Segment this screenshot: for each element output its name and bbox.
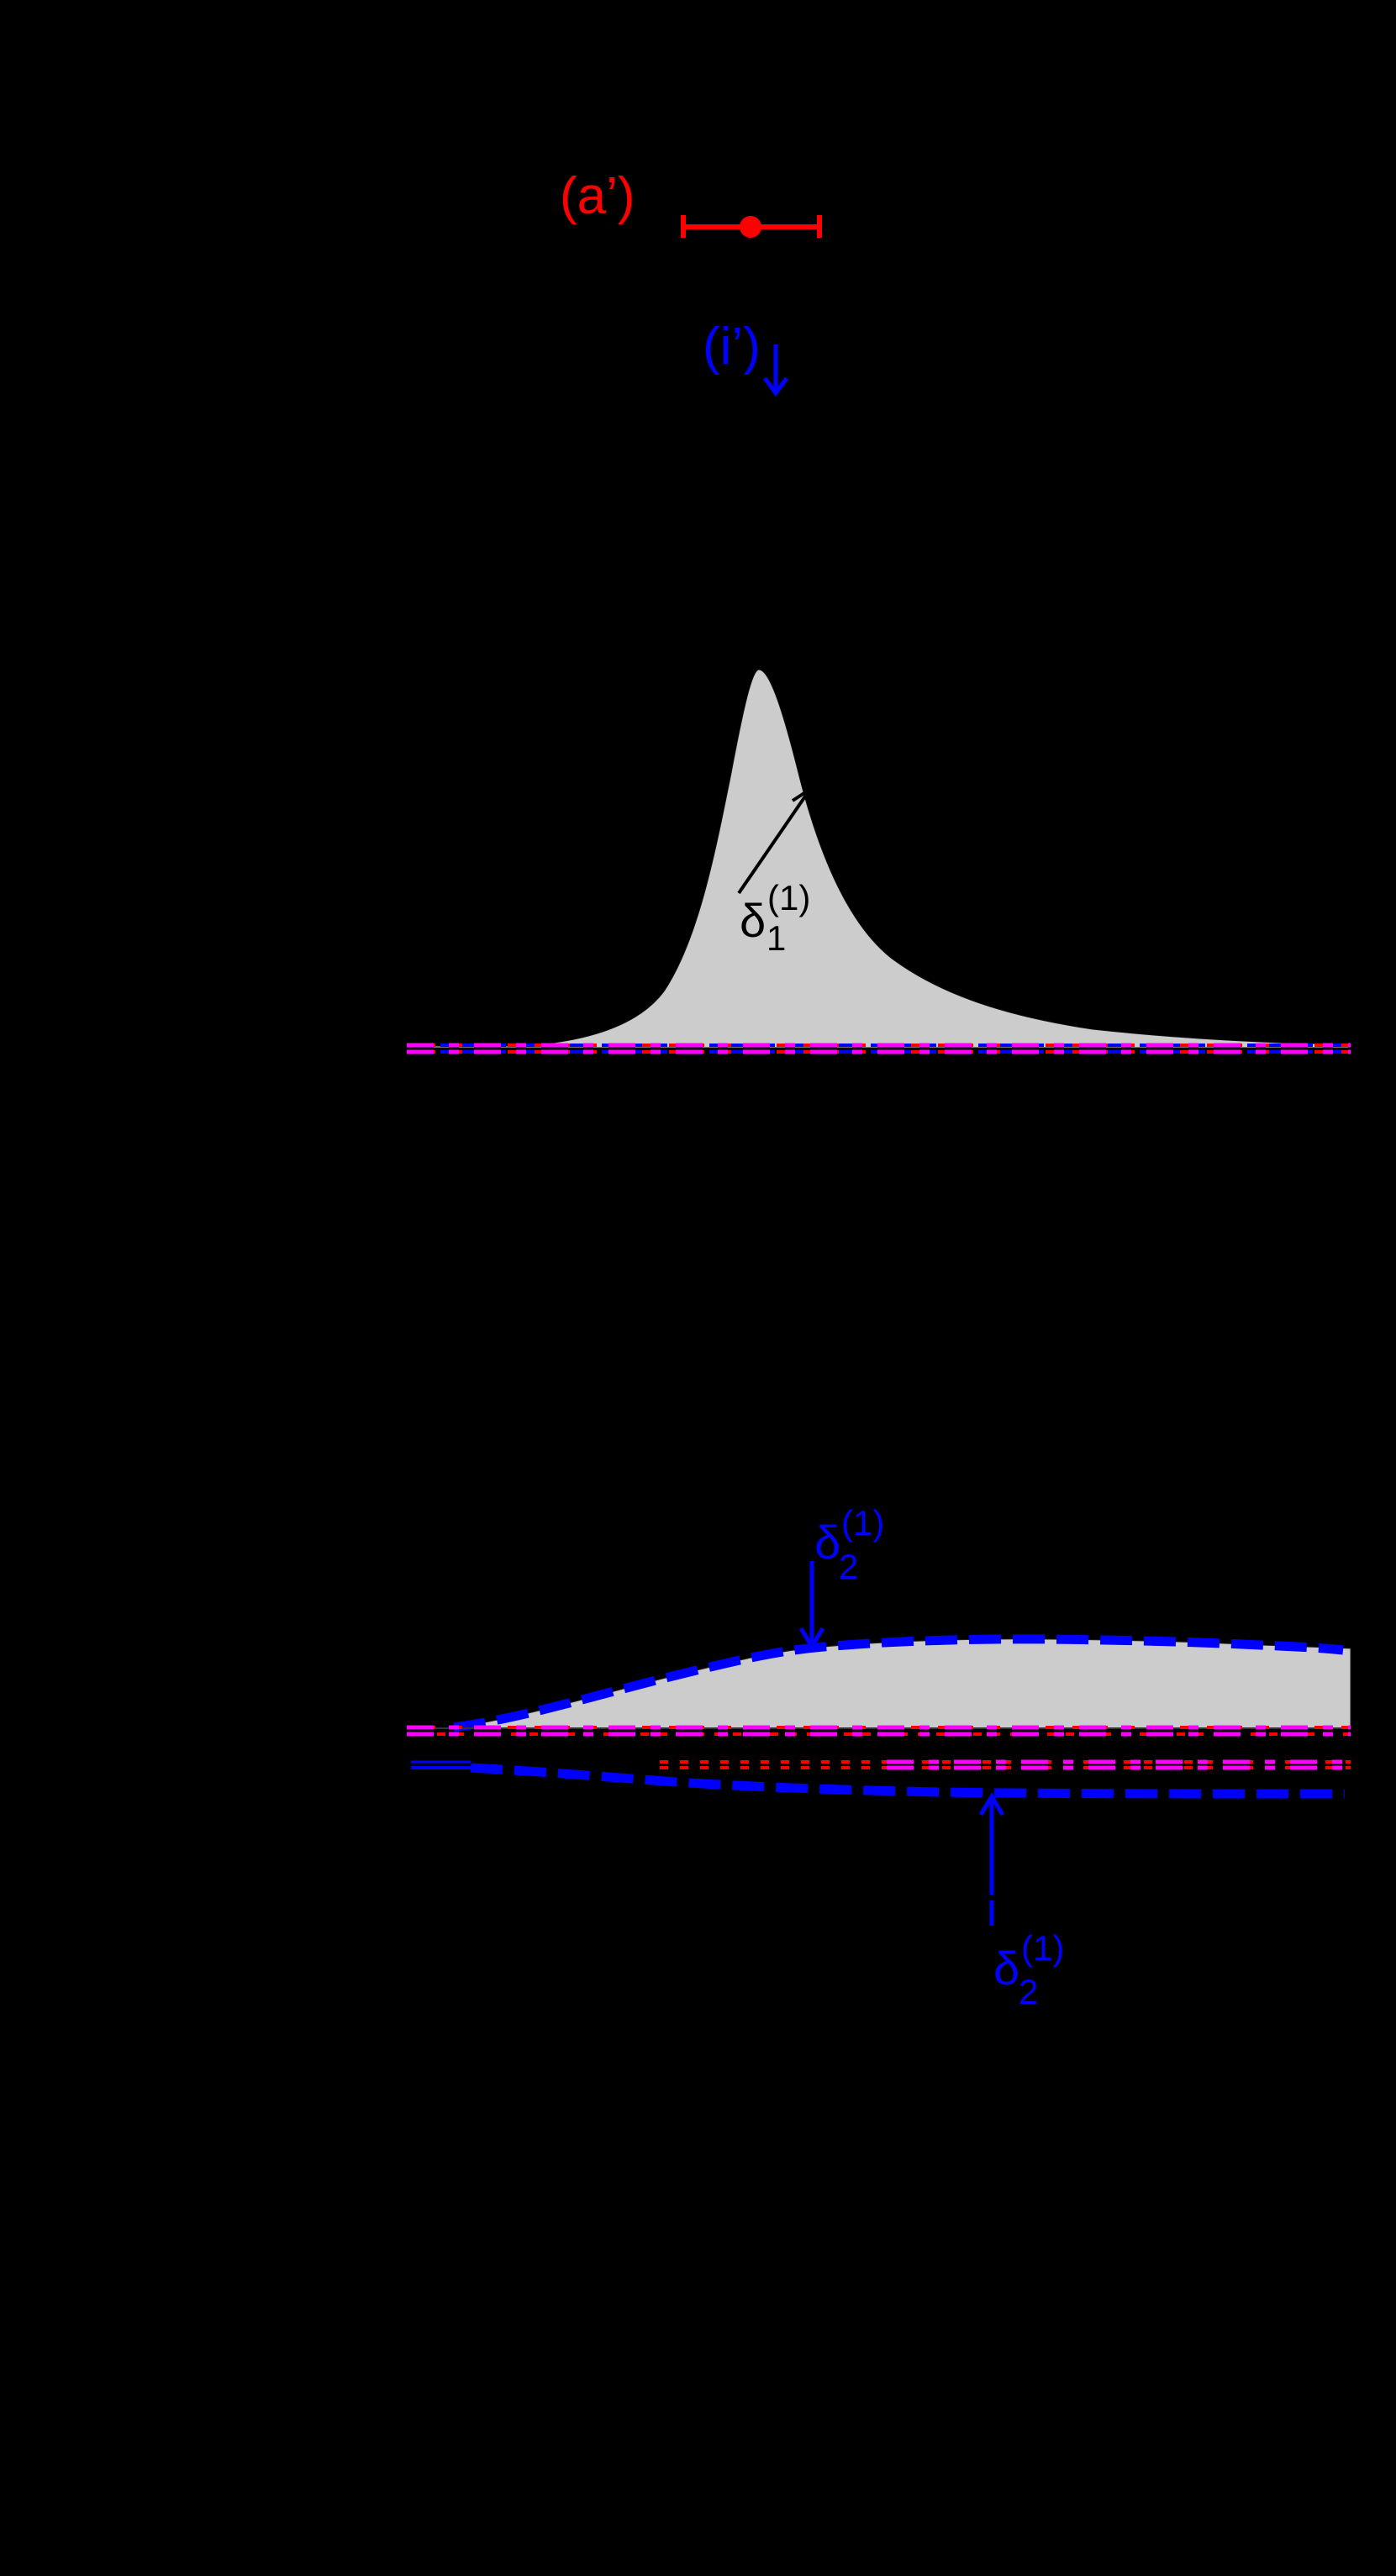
delta2-lower-base: δ xyxy=(993,1942,1019,1995)
delta1-base: δ xyxy=(740,894,766,947)
legend-a: (a’) xyxy=(560,167,822,238)
delta2-upper-sup: (1) xyxy=(841,1503,884,1543)
delta2-lower-annotation: δ 2 (1) xyxy=(978,1792,1064,2011)
delta2-lower-sup: (1) xyxy=(1021,1928,1064,1968)
down-arrow-icon xyxy=(762,344,789,397)
panel1-baseline-lines xyxy=(407,1043,1351,1054)
delta2-upper-annotation: δ 2 (1) xyxy=(798,1503,884,1651)
delta2-upper-sub: 2 xyxy=(839,1547,858,1586)
delta2-lower-sub: 2 xyxy=(1019,1972,1038,2011)
point-marker-icon xyxy=(740,216,761,238)
panel2-lower-lines xyxy=(411,1759,1351,1770)
delta1-sup: (1) xyxy=(767,878,810,917)
delta1-annotation: δ 1 (1) xyxy=(737,786,813,958)
panel2-lower-blue-curve xyxy=(470,1763,1346,1799)
panel2-baseline-lines xyxy=(407,1725,1351,1737)
delta1-sub: 1 xyxy=(766,918,786,958)
delta2-upper-base: δ xyxy=(814,1516,840,1569)
panel1-filled-curve xyxy=(406,669,1351,1049)
legend-i: (i’) xyxy=(703,318,789,397)
panel-1: δ 1 (1) xyxy=(406,669,1351,1054)
panel2-upper-blue-curve xyxy=(453,1634,1344,1732)
panel-2: δ 2 (1) δ 2 (1) xyxy=(407,1503,1351,2011)
legend-i-label: (i’) xyxy=(703,318,761,376)
legend-a-label: (a’) xyxy=(560,167,635,225)
